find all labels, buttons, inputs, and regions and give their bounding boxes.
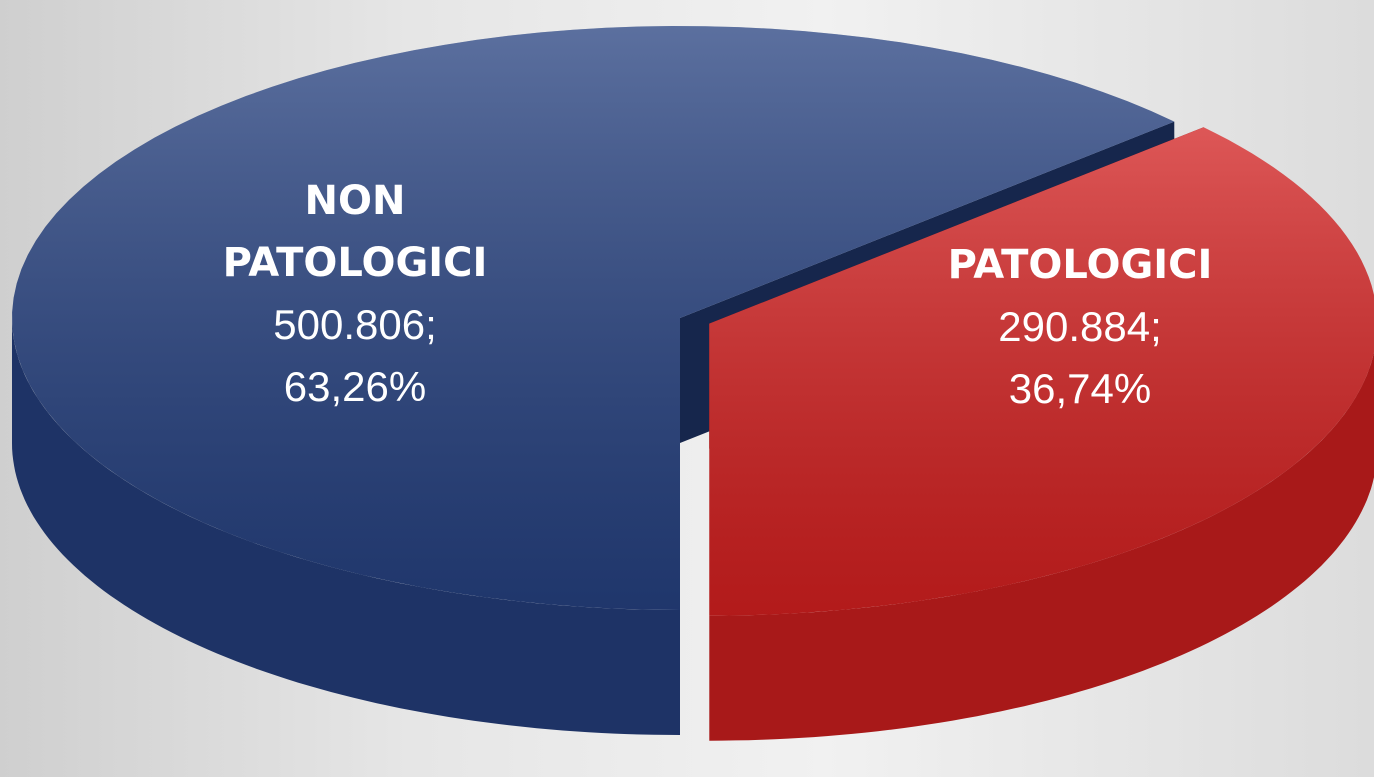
value-label: 500.806; xyxy=(273,301,437,348)
slice-highlight xyxy=(709,127,1374,616)
percent-label: 63,26% xyxy=(283,363,427,410)
slice-highlight xyxy=(12,26,1175,610)
slice-label: NON PATOLOGICI 500.806; 63,26% xyxy=(175,170,535,418)
category-label: PATOLOGICI xyxy=(947,242,1213,288)
percent-label: 36,74% xyxy=(1008,365,1152,412)
slice-side xyxy=(12,318,680,735)
slice-label: PATOLOGICI 290.884; 36,74% xyxy=(900,234,1260,420)
value-label: 290.884; xyxy=(998,303,1162,350)
category-label: NON PATOLOGICI xyxy=(222,178,488,286)
slice-side xyxy=(709,352,1374,741)
